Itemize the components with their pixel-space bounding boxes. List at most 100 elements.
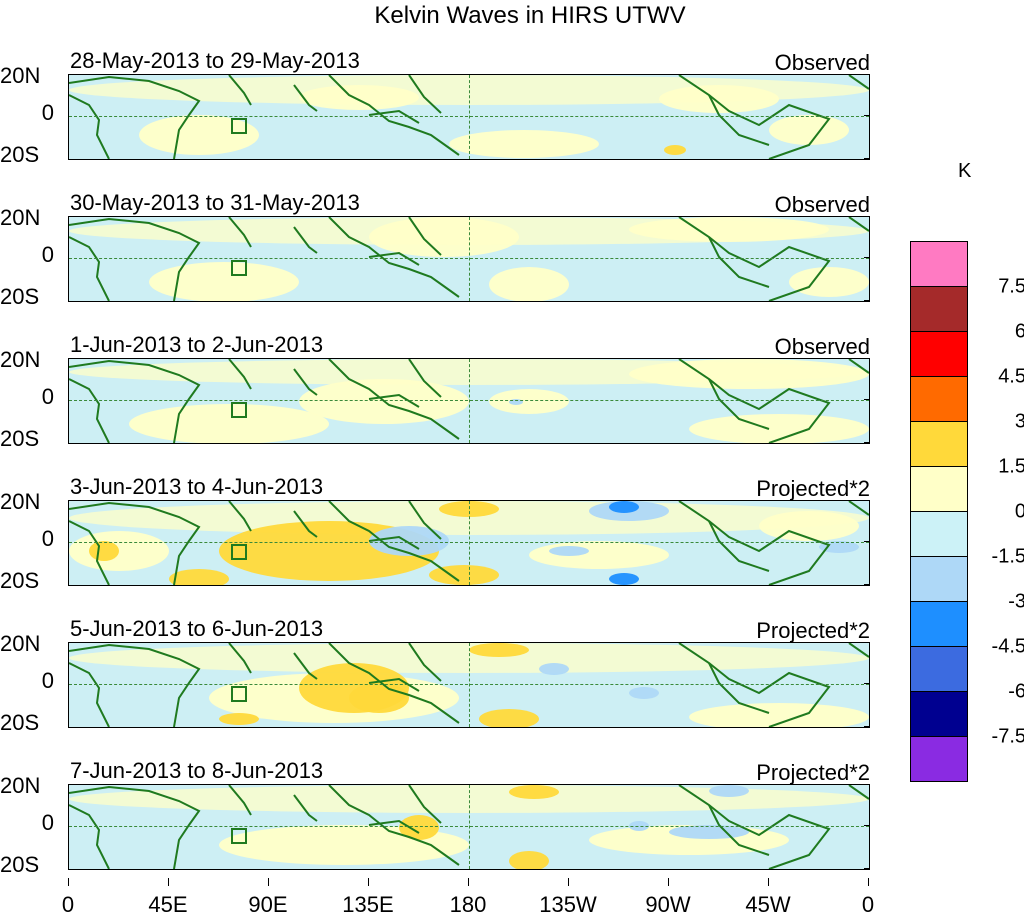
coastline [408, 75, 442, 114]
longitude-label: 45E [148, 892, 188, 917]
map-panel: 7-Jun-2013 to 8-Jun-2013 Projected*2 20N 0 2… [0, 758, 870, 924]
contour-region [629, 359, 869, 389]
longitude-label: 0 [861, 892, 875, 917]
coastline [408, 785, 442, 824]
coastline [228, 217, 252, 248]
contour-region [169, 569, 229, 585]
latitude-label: 0 [41, 242, 54, 267]
coastline [228, 75, 252, 106]
colorbar-label: 7.5 [998, 275, 1024, 298]
coastline [368, 109, 420, 124]
longitude-tick [468, 878, 469, 886]
latitude-label: 0 [41, 810, 54, 835]
contour-region [429, 565, 499, 585]
contour-region [759, 511, 859, 541]
latitude-tick [864, 115, 870, 116]
coastline [328, 359, 460, 440]
coastline-layer [69, 643, 869, 727]
contour-region [219, 713, 259, 725]
coastline [708, 662, 770, 714]
latitude-tick [864, 358, 870, 359]
contour-region [299, 85, 419, 110]
coastline [708, 236, 770, 288]
latitude-tick [864, 784, 870, 785]
latitude-label: 20N [0, 489, 41, 514]
latitude-label: 20S [0, 284, 40, 309]
coastline-layer [69, 785, 869, 869]
coastline [848, 359, 869, 374]
colorbar-label: -3 [1008, 590, 1024, 613]
coastline [69, 217, 201, 301]
coastline [368, 535, 420, 550]
colorbar-label: 6 [1014, 320, 1024, 343]
coastline [678, 359, 831, 443]
latitude-tick [864, 642, 870, 643]
colorbar-swatch [910, 736, 968, 782]
contour-region [769, 115, 849, 145]
coastline [678, 75, 831, 159]
coastline [293, 84, 318, 112]
longitude-label: 0 [61, 892, 75, 917]
colorbar-swatch [910, 286, 968, 332]
colorbar-label: -1.5 [991, 545, 1024, 568]
dateline [469, 643, 470, 727]
contour-region [549, 546, 589, 556]
coastline [228, 785, 252, 816]
coastline [368, 251, 420, 266]
map-panel: 28-May-2013 to 29-May-2013 Observed 20N 0 20… [0, 48, 870, 214]
coastline-layer [69, 359, 869, 443]
island-outline [231, 686, 247, 702]
coastline [408, 501, 442, 540]
coastline [69, 662, 110, 727]
panel-source-label: Projected*2 [756, 618, 870, 643]
dateline [469, 785, 470, 869]
coastline [678, 785, 831, 869]
map-plot-area [68, 642, 870, 728]
coastline [69, 643, 201, 727]
contour-region [629, 217, 829, 242]
contour-region [609, 501, 639, 513]
contour-region [89, 541, 119, 561]
coastline [848, 785, 869, 800]
longitude-tick [68, 878, 69, 886]
coastline [69, 94, 110, 159]
coastline [708, 804, 770, 856]
coastline [293, 510, 318, 538]
coastline [678, 501, 831, 585]
longitude-tick [368, 878, 369, 886]
coastline [708, 520, 770, 572]
colorbar-swatch [910, 691, 968, 737]
latitude-tick [864, 442, 870, 443]
latitude-tick [864, 500, 870, 501]
coastline [408, 217, 442, 256]
contour-region [369, 217, 519, 257]
colorbar-swatch [910, 511, 968, 557]
latitude-label: 20N [0, 347, 41, 372]
latitude-tick [864, 158, 870, 159]
contour-region [629, 687, 659, 699]
latitude-tick [864, 257, 870, 258]
contour-region [489, 267, 569, 301]
panel-source-label: Observed [774, 50, 870, 75]
map-panel: 1-Jun-2013 to 2-Jun-2013 Observed 20N 0 20S [0, 332, 870, 498]
figure-title: Kelvin Waves in HIRS UTWV [374, 2, 686, 29]
latitude-tick [864, 399, 870, 400]
coastline [69, 378, 110, 443]
island-outline [231, 402, 247, 418]
colorbar-units: K [958, 160, 972, 182]
contour-region [349, 683, 409, 713]
coastline [228, 643, 252, 674]
colorbar-swatch [910, 421, 968, 467]
dateline [469, 359, 470, 443]
coastline-layer [69, 501, 869, 585]
latitude-label: 20N [0, 631, 41, 656]
panel-date-range: 1-Jun-2013 to 2-Jun-2013 [70, 332, 324, 357]
latitude-tick [864, 541, 870, 542]
colorbar-label: 1.5 [998, 455, 1024, 478]
colorbar-swatch [910, 601, 968, 647]
colorbar-swatch [910, 556, 968, 602]
longitude-label: 90E [248, 892, 288, 917]
latitude-label: 20S [0, 426, 40, 451]
latitude-tick [864, 825, 870, 826]
latitude-tick [864, 74, 870, 75]
